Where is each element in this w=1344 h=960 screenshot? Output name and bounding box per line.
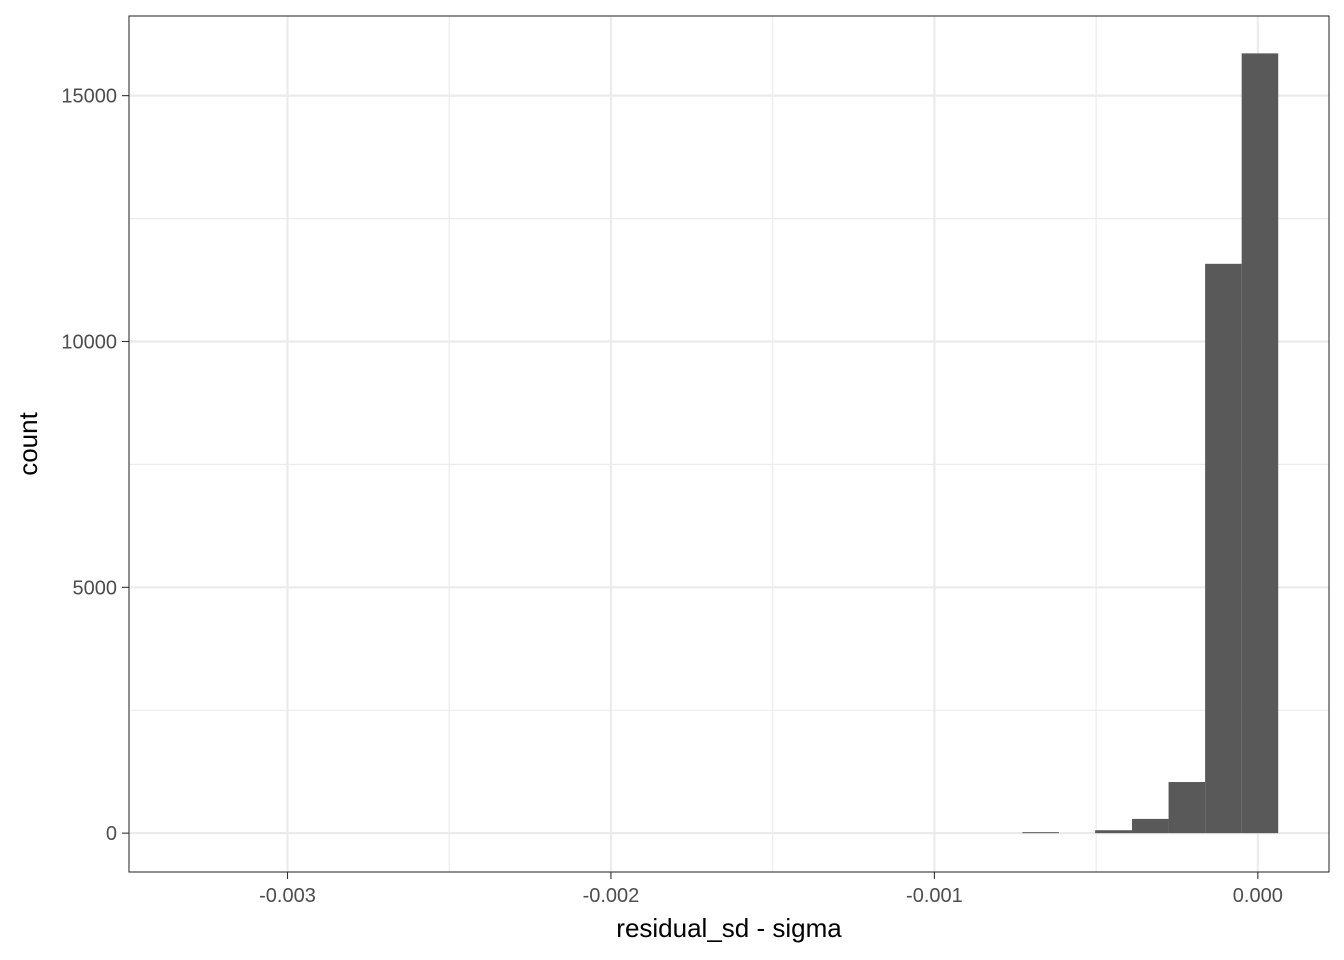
histogram-bar bbox=[1095, 830, 1133, 834]
x-axis-ticks: -0.003 -0.002 -0.001 0.000 bbox=[259, 872, 1283, 907]
x-tick-label: -0.002 bbox=[583, 885, 640, 907]
histogram-bar bbox=[1132, 818, 1169, 834]
minor-gridlines bbox=[129, 16, 1329, 872]
y-tick-label: 15000 bbox=[61, 86, 117, 108]
histogram-bar bbox=[1205, 263, 1242, 834]
x-tick-label: 0.000 bbox=[1233, 885, 1283, 907]
histogram-bars bbox=[1022, 53, 1279, 834]
y-tick-label: 5000 bbox=[73, 577, 118, 599]
y-axis-ticks: 0 5000 10000 15000 bbox=[61, 86, 129, 845]
histogram-bar bbox=[1022, 832, 1059, 834]
x-tick-label: -0.003 bbox=[259, 885, 316, 907]
histogram-bar bbox=[1241, 53, 1279, 834]
x-tick-label: -0.001 bbox=[906, 885, 963, 907]
panel-border bbox=[128, 15, 1330, 873]
y-tick-label: 10000 bbox=[61, 331, 117, 353]
y-tick-label: 0 bbox=[106, 823, 117, 845]
y-axis-title: count bbox=[13, 411, 43, 475]
x-axis-title: residual_sd - sigma bbox=[616, 913, 842, 943]
histogram-bar bbox=[1168, 782, 1206, 834]
